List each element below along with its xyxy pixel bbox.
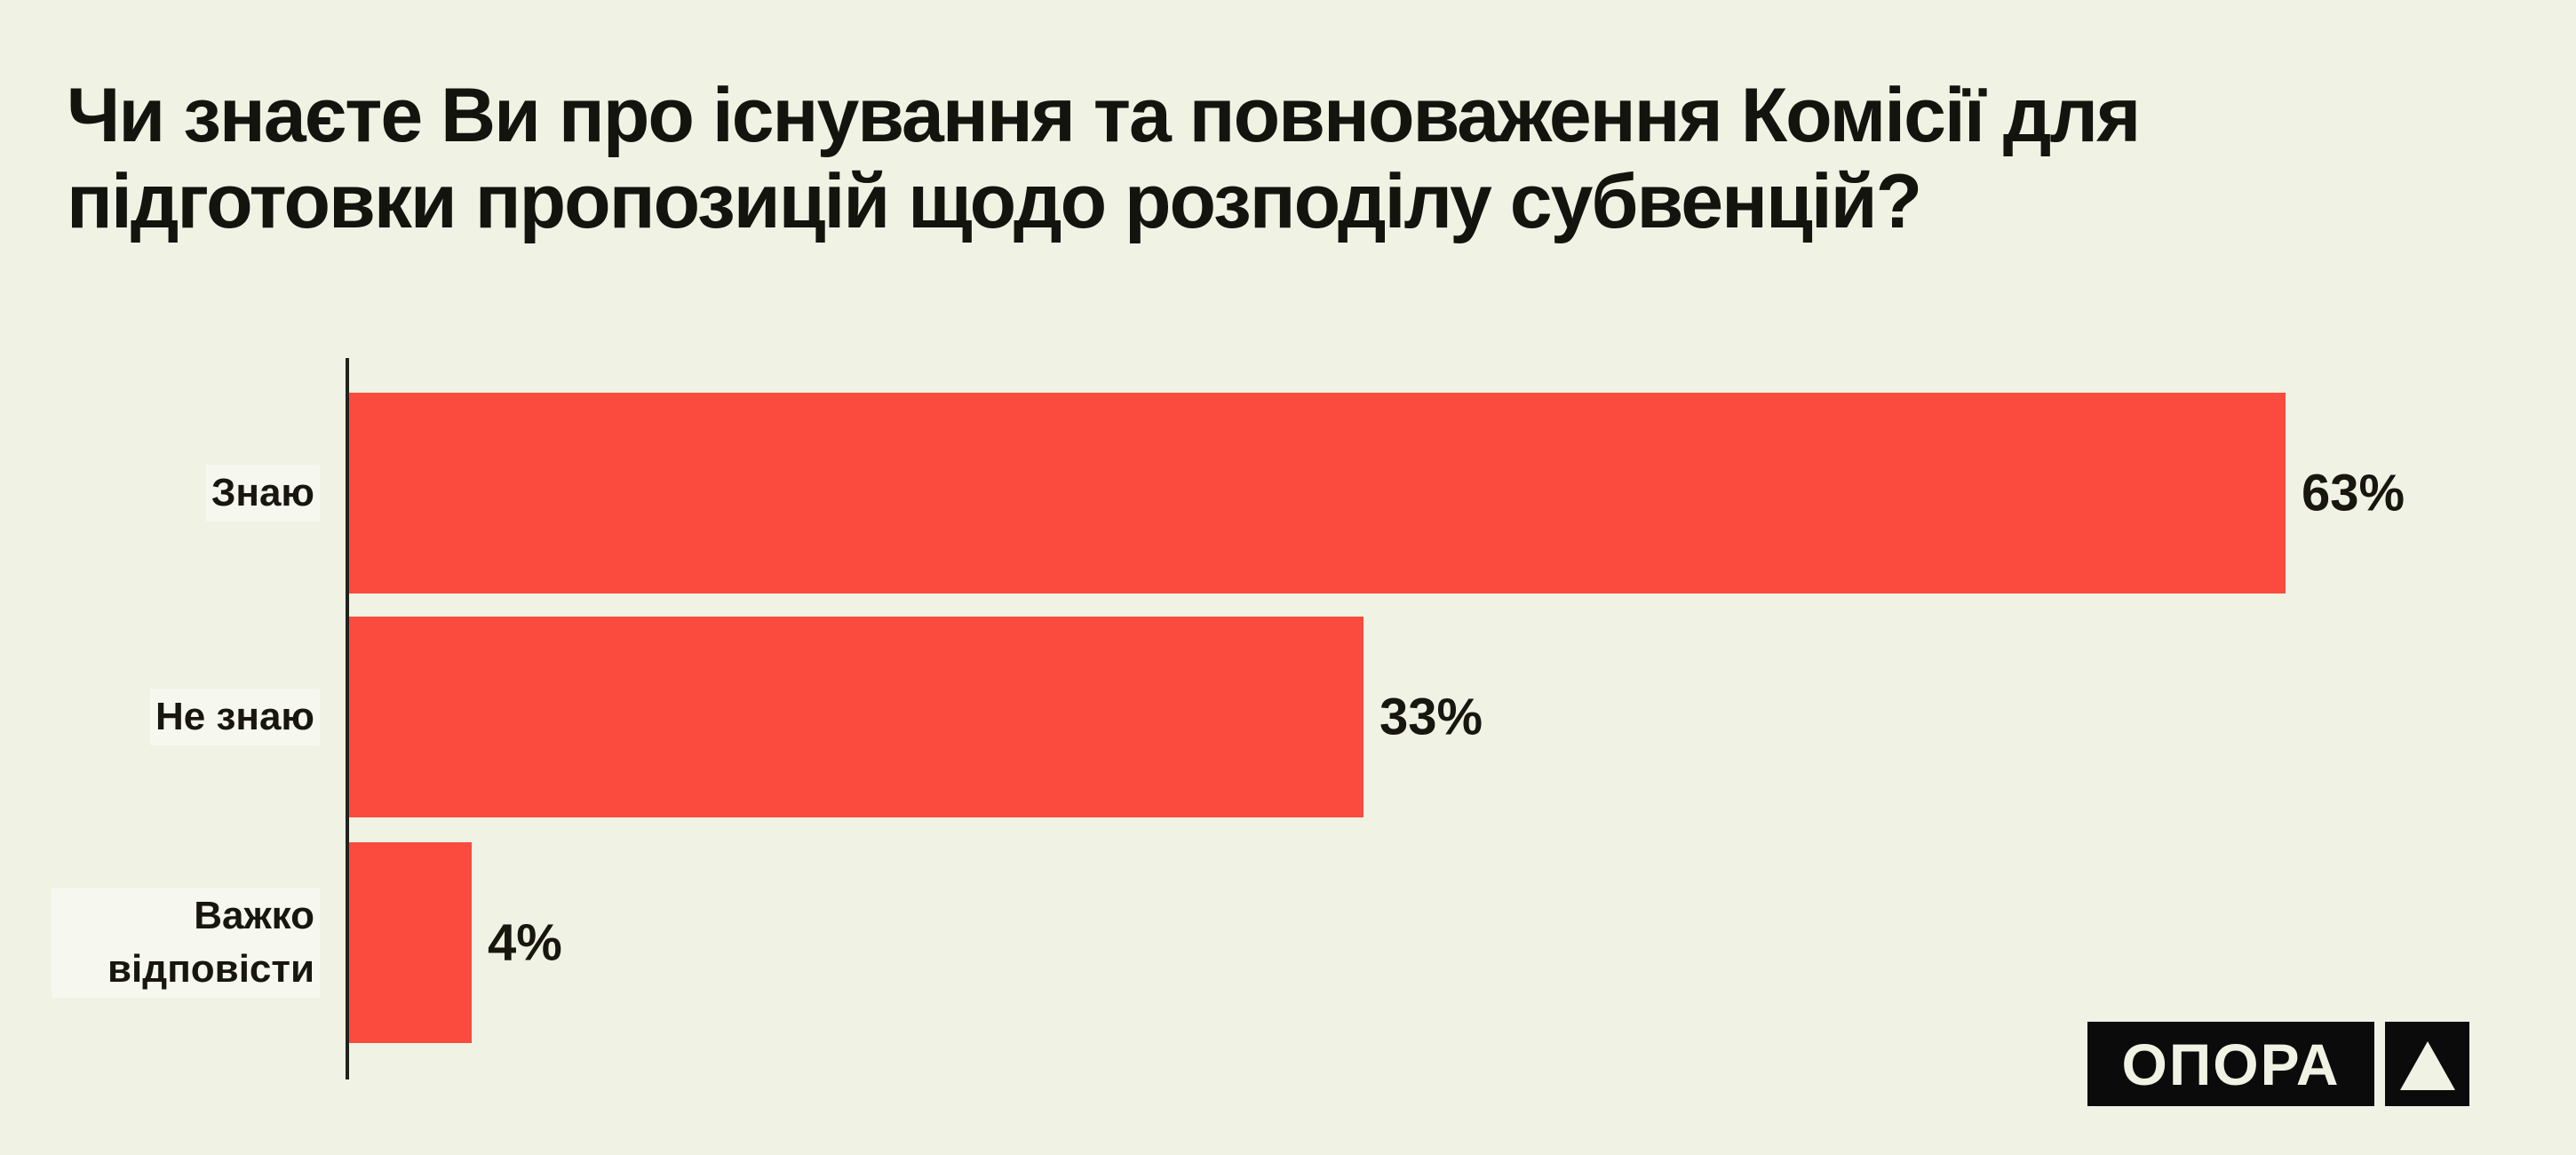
bar-znayu <box>349 393 2286 593</box>
opora-logo-symbol <box>2385 1022 2469 1106</box>
category-label-ne-znayu: Не знаю <box>52 617 320 817</box>
category-label-znayu: Знаю <box>52 393 320 593</box>
opora-logo-text: ОПОРА <box>2121 1031 2341 1097</box>
category-label-text: Важко відповісти <box>52 888 320 998</box>
triangle-icon <box>2399 1041 2455 1090</box>
value-label-znayu: 63% <box>2302 464 2405 522</box>
bar-ne-znayu <box>349 617 1364 817</box>
bar-vazhko-vidpovisty <box>349 842 472 1043</box>
chart-title: Чи знаєте Ви про існування та повноважен… <box>67 73 2141 244</box>
logo-gap <box>2374 1022 2385 1106</box>
value-label-ne-znayu: 33% <box>1379 688 1483 746</box>
category-label-text: Знаю <box>205 465 320 522</box>
opora-logo: ОПОРА <box>2087 1022 2469 1106</box>
y-axis-line <box>346 358 349 1079</box>
category-label-vazhko-vidpovisty: Важко відповісти <box>52 842 320 1043</box>
category-label-text: Не знаю <box>150 689 320 745</box>
value-label-vazhko-vidpovisty: 4% <box>488 913 562 972</box>
opora-logo-wordmark: ОПОРА <box>2087 1022 2374 1106</box>
